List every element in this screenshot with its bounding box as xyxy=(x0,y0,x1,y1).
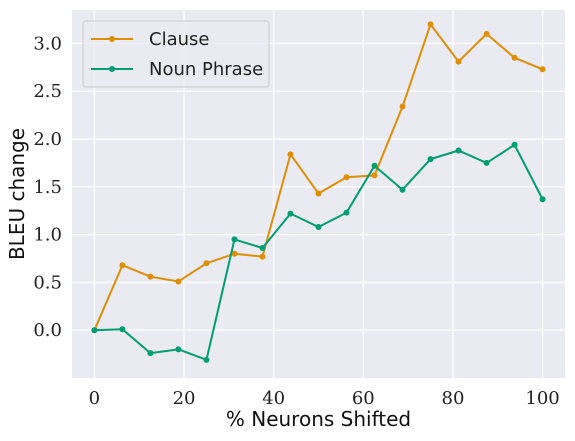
data-point-noun-phrase xyxy=(371,162,378,169)
data-point-noun-phrase xyxy=(455,147,462,154)
data-point-clause xyxy=(119,262,126,269)
legend-marker-clause xyxy=(109,36,115,42)
legend-label-clause: Clause xyxy=(149,29,209,50)
data-point-clause xyxy=(483,30,490,37)
data-point-clause xyxy=(147,273,154,280)
y-tick-label: 3.0 xyxy=(33,33,62,54)
data-point-clause xyxy=(539,66,546,73)
data-point-noun-phrase xyxy=(119,326,126,333)
grid-lines xyxy=(72,10,565,378)
legend-label-noun-phrase: Noun Phrase xyxy=(149,59,263,80)
data-point-clause xyxy=(455,58,462,65)
data-point-noun-phrase xyxy=(147,350,154,357)
y-axis-title: BLEU change xyxy=(5,128,29,260)
data-point-noun-phrase xyxy=(175,346,182,353)
data-point-noun-phrase xyxy=(427,156,434,163)
x-tick-label: 40 xyxy=(262,388,285,409)
data-point-noun-phrase xyxy=(483,159,490,166)
data-point-noun-phrase xyxy=(315,223,322,230)
data-point-clause xyxy=(175,278,182,285)
x-tick-label: 0 xyxy=(89,388,100,409)
series-layer xyxy=(91,21,546,363)
x-tick-label: 80 xyxy=(442,388,465,409)
data-point-clause xyxy=(427,21,434,28)
data-point-noun-phrase xyxy=(203,356,210,363)
y-tick-label: 0.0 xyxy=(33,320,62,341)
data-point-clause xyxy=(287,151,294,158)
y-tick-label: 2.5 xyxy=(33,81,62,102)
x-tick-label: 100 xyxy=(525,388,559,409)
data-point-clause xyxy=(511,54,518,61)
x-tick-label: 20 xyxy=(173,388,196,409)
data-point-clause xyxy=(231,250,238,257)
legend-box xyxy=(82,20,270,88)
data-point-clause xyxy=(399,103,406,110)
series-noun-phrase xyxy=(91,141,546,363)
data-point-clause xyxy=(315,190,322,197)
data-point-noun-phrase xyxy=(511,141,518,148)
data-point-noun-phrase xyxy=(287,210,294,217)
data-point-noun-phrase xyxy=(91,327,98,334)
y-tick-label: 2.0 xyxy=(33,129,62,150)
data-point-clause xyxy=(343,174,350,181)
y-tick-label: 1.5 xyxy=(33,177,62,198)
y-tick-label: 1.0 xyxy=(33,225,62,246)
data-point-clause xyxy=(371,172,378,179)
data-point-noun-phrase xyxy=(539,196,546,203)
legend: Clause Noun Phrase xyxy=(82,20,270,88)
x-axis-title: % Neurons Shifted xyxy=(226,407,411,431)
data-point-noun-phrase xyxy=(231,236,238,243)
data-point-clause xyxy=(259,253,266,260)
x-tick-label: 60 xyxy=(352,388,375,409)
data-point-noun-phrase xyxy=(399,186,406,193)
x-axis-ticks: 0 20 40 60 80 100 xyxy=(89,388,560,409)
data-point-clause xyxy=(203,260,210,267)
y-tick-label: 0.5 xyxy=(33,272,62,293)
legend-marker-noun-phrase xyxy=(109,66,115,72)
data-point-noun-phrase xyxy=(343,209,350,216)
y-axis-ticks: 0.0 0.5 1.0 1.5 2.0 2.5 3.0 xyxy=(33,33,62,341)
data-point-noun-phrase xyxy=(259,245,266,252)
